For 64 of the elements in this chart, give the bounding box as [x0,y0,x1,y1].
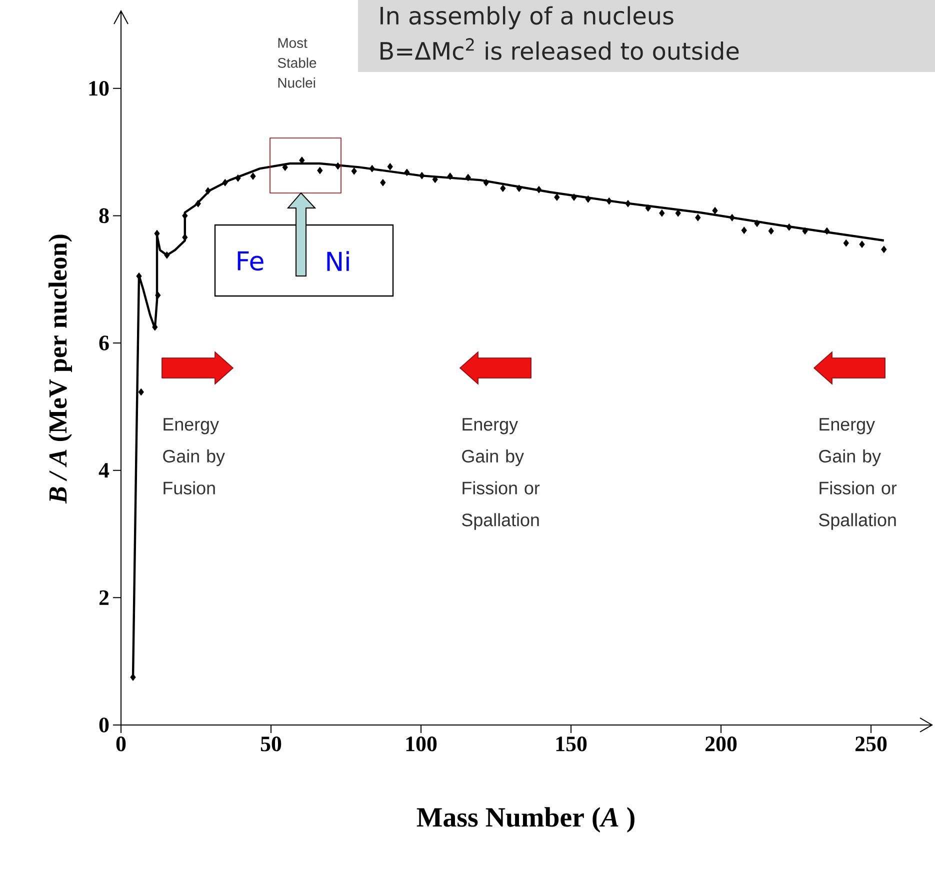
point [729,214,735,222]
point [205,187,211,195]
point [447,172,453,180]
x-tick-label: 100 [406,736,437,752]
annotation: Ni [327,251,349,271]
point [712,206,718,214]
point [250,172,256,180]
annotation: Most Stable Nuclei [278,38,316,88]
point [571,194,577,201]
point [404,168,410,176]
point [138,388,144,396]
point [768,227,774,235]
point [516,184,522,192]
point [164,251,170,259]
x-tick-label: 150 [556,736,587,752]
point [554,194,560,201]
annotation: In assembly of a nucleus [380,6,674,30]
y-tick-label: 0 [99,718,109,732]
point [741,226,747,234]
point [536,186,542,194]
point [802,227,808,235]
point [155,292,161,299]
point [645,204,651,212]
point [881,246,887,254]
x-tick-label: 50 [260,736,282,752]
point [606,197,612,205]
point [465,174,471,182]
point [222,178,228,186]
annotation: Energy Gain by Fission or Spallation [462,418,540,530]
y-tick-label: 10 [89,80,109,96]
point [419,172,425,180]
x-axis-title: Mass Number (A ) [416,807,634,832]
point [824,227,830,235]
x-tick-label: 250 [855,736,887,752]
point [843,239,849,247]
annotation: Fe [238,251,264,271]
point [351,167,357,175]
point [387,162,393,170]
point [659,209,665,217]
point [483,178,489,186]
point [235,174,241,182]
point [380,178,386,186]
point [317,166,323,174]
y-tick-label: 2 [99,590,109,605]
x-tick-label: 0 [116,736,126,752]
point [625,200,631,208]
y-tick-label: 4 [98,463,110,478]
point [859,240,865,248]
y-axis-title: B / A (MeV per nucleon) [48,234,72,504]
annotation: Energy Gain by Fission or Spallation [819,418,897,530]
point [695,214,701,222]
point [500,184,506,192]
point [432,176,438,184]
x-tick-label: 200 [705,736,737,752]
point [195,200,201,208]
point [754,220,760,228]
point [585,195,591,203]
point [335,162,341,170]
point [786,223,792,231]
y-tick-label: 6 [99,336,109,350]
annotation: Energy Gain by Fusion [163,418,225,494]
annotation: B=ΔMc$^{2}$ is released to outside [380,38,739,60]
point [369,164,375,172]
y-tick-label: 8 [99,208,109,224]
